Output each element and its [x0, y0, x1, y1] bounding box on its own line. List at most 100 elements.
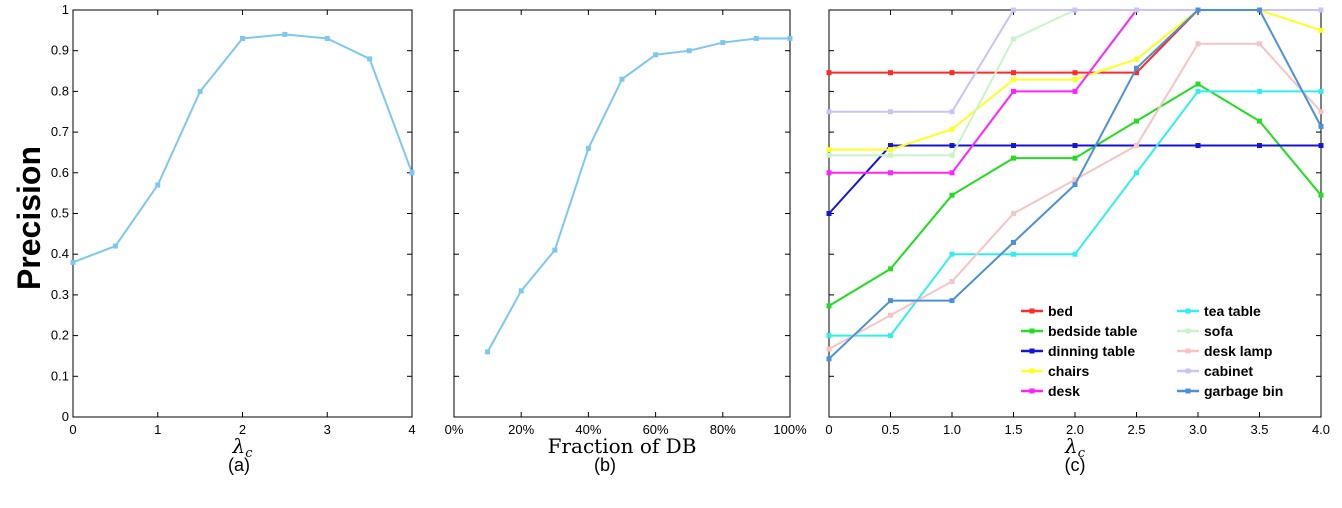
lambda-subscript: c [1078, 446, 1086, 461]
panel-b-label: (b) [594, 455, 616, 475]
series-tea-table-point [1072, 251, 1078, 257]
series-cabinet-point [1134, 7, 1139, 13]
series-1-point [787, 35, 793, 41]
series-bed-point [1134, 70, 1139, 76]
series-bedside-table-point [1257, 118, 1262, 124]
y-tick-label: 1 [62, 2, 69, 17]
series-bedside-table-point [1072, 155, 1078, 161]
series-dinning-table-point [1318, 143, 1324, 149]
panel-a: 0 0.1 0.2 0.3 0.4 0.5 0.6 0.7 0.8 0.9 1 0 1 2 3 4 λc [51, 2, 416, 461]
series-garbage-bin-point [1195, 7, 1201, 13]
y-tick-label: 0.4 [51, 246, 69, 261]
series-chairs-point [1134, 56, 1139, 62]
series-1-point [518, 288, 524, 294]
series-desk-point [826, 170, 832, 176]
lambda-symbol: λ [232, 434, 246, 458]
series-cabinet-line [829, 9, 1321, 113]
legend-label: cabinet [1204, 363, 1253, 379]
series-cabinet-point [1072, 7, 1078, 13]
series-bedside-table-point [1195, 81, 1201, 87]
series-desk-lamp-point [949, 278, 955, 284]
series-chairs-point [1011, 77, 1016, 83]
series-bedside-table-point [1011, 155, 1016, 161]
series-tea-table-point [826, 333, 832, 339]
x-tick-label: 100% [773, 422, 807, 437]
y-tick-label: 0.8 [51, 83, 69, 98]
series-chairs-point [1318, 27, 1324, 33]
x-axis-label: Fraction of DB [548, 434, 697, 458]
series-dinning-table-point [826, 211, 832, 216]
y-tick-label: 0.6 [51, 165, 69, 180]
series-desk-point [888, 170, 893, 176]
legend-item: desk lamp [1177, 343, 1272, 359]
legend-marker [1185, 308, 1191, 314]
legend-label: garbage bin [1204, 383, 1283, 399]
x-tick-label: 2.0 [1066, 422, 1084, 437]
y-tick-label: 0.5 [51, 206, 69, 221]
legend-label: tea table [1204, 303, 1261, 319]
series-desk-lamp-point [1318, 109, 1324, 115]
series-sofa-point [888, 152, 893, 158]
legend-item: cabinet [1177, 363, 1253, 379]
series-bedside-table-line [828, 82, 1322, 307]
lambda-subscript: c [245, 446, 253, 461]
series-1-line [72, 33, 413, 264]
series-chairs-point [1072, 77, 1078, 83]
legend-label: chairs [1048, 363, 1089, 379]
x-tick-label: 20% [508, 422, 534, 437]
series-bedside-table-point [888, 266, 893, 272]
series-bedside-table-point [1134, 118, 1139, 124]
series-bed-point [826, 70, 832, 76]
series-sofa-point [1011, 36, 1016, 42]
legend-label: desk [1048, 383, 1080, 399]
series-bedside-table-point [949, 192, 955, 198]
series-garbage-bin-point [1011, 239, 1016, 245]
legend-item: dinning table [1021, 343, 1135, 359]
legend-marker [1029, 348, 1035, 354]
y-tick-label: 0.7 [51, 124, 69, 139]
legend-item: desk [1021, 383, 1080, 399]
series-desk-lamp-point [1011, 211, 1016, 216]
series-tea-table-point [1011, 251, 1016, 257]
legend-marker [1029, 368, 1035, 374]
series-desk-point [949, 170, 955, 176]
series-1-point [720, 40, 726, 46]
legend-item: bedside table [1021, 323, 1138, 339]
x-tick-label: 3 [324, 422, 331, 437]
y-tick-label: 0.2 [51, 328, 69, 343]
x-tick-label: 2.5 [1127, 422, 1145, 437]
series-chairs-point [888, 147, 893, 153]
lambda-symbol: λ [1064, 434, 1078, 458]
series-garbage-bin-point [888, 298, 893, 304]
x-axis-label: λc [1064, 434, 1086, 461]
y-tick-label: 0.9 [51, 43, 69, 58]
series-sofa-point [826, 152, 832, 158]
legend-marker [1185, 368, 1191, 374]
legend-label: sofa [1204, 323, 1233, 339]
legend-item: sofa [1177, 323, 1233, 339]
series-1-point [686, 48, 692, 54]
legend-item: bed [1021, 303, 1073, 319]
legend-item: chairs [1021, 363, 1089, 379]
series-chairs-point [949, 126, 955, 132]
x-tick-label: 4 [408, 422, 415, 437]
series-1-point [197, 88, 203, 94]
series-desk-lamp-point [1134, 143, 1139, 149]
legend-marker [1029, 328, 1035, 334]
y-tick-label: 0 [62, 409, 69, 424]
x-tick-label: 80% [710, 422, 736, 437]
series-dinning-table-point [888, 143, 893, 149]
legend-marker [1029, 388, 1035, 394]
series-desk-point [1072, 88, 1078, 94]
series-garbage-bin-point [1134, 65, 1139, 71]
x-tick-label: 0 [69, 422, 76, 437]
series-dinning-table-point [1072, 143, 1078, 149]
series-1-point [653, 52, 659, 58]
series-tea-table-point [1134, 170, 1139, 176]
legend-marker [1029, 308, 1035, 314]
x-axis-label: λc [232, 434, 254, 461]
series-desk-lamp-point [826, 346, 832, 352]
series-garbage-bin-point [949, 298, 955, 304]
legend-label: bed [1048, 303, 1073, 319]
